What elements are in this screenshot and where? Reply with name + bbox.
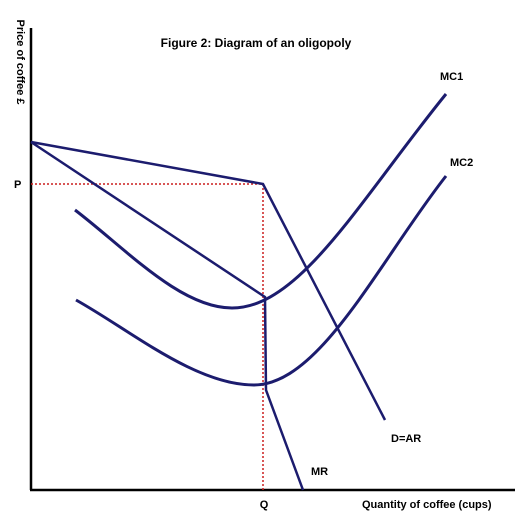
price-marker-label: P <box>14 179 21 191</box>
mr-label: MR <box>311 466 328 478</box>
mc1-label: MC1 <box>440 71 463 83</box>
diagram-title: Figure 2: Diagram of an oligopoly <box>161 36 352 50</box>
demand-label: D=AR <box>391 433 421 445</box>
x-axis-label: Quantity of coffee (cups) <box>362 499 492 511</box>
quantity-marker-label: Q <box>260 499 269 511</box>
mc2-curve <box>75 175 448 387</box>
y-axis-label: Price of coffee £ <box>14 20 26 105</box>
mc1-curve <box>74 93 448 310</box>
demand-curve <box>30 140 387 421</box>
marginal-revenue-curve <box>30 140 305 491</box>
mc2-label: MC2 <box>450 157 473 169</box>
